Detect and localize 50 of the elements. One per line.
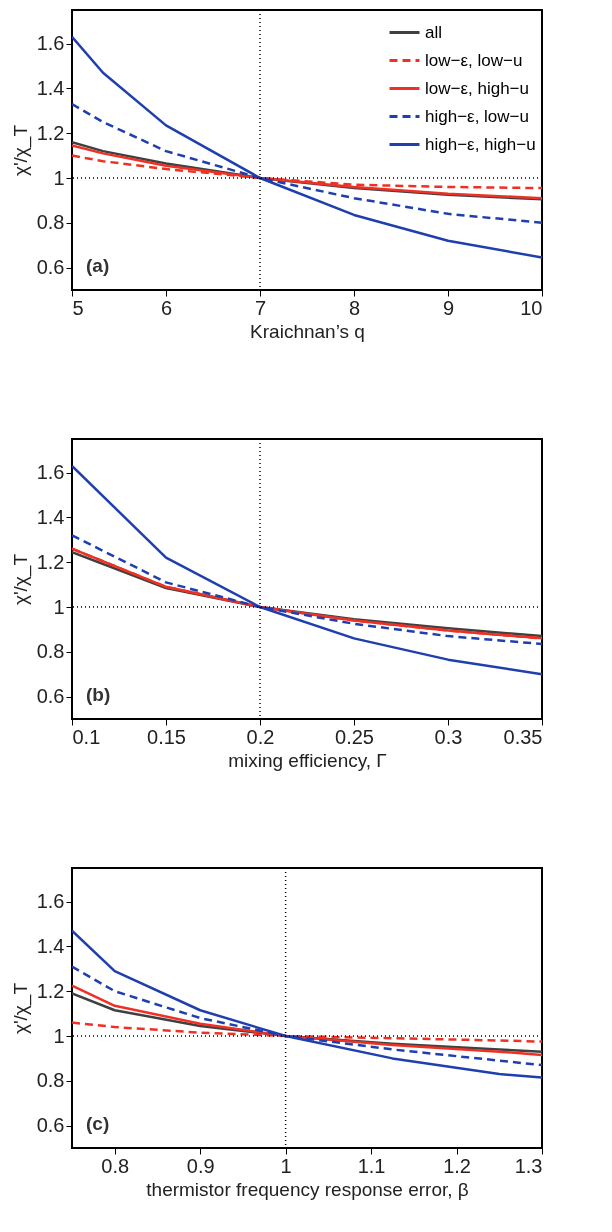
y-tick-label: 1.6 [36,890,65,913]
y-tick-label: 1.2 [36,550,65,573]
y-tick-label: 1.4 [36,505,65,528]
y-tick-label: 0.8 [36,1069,65,1092]
y-axis-title: χ'/χ_T [9,982,32,1035]
y-tick-label: 1.6 [36,461,65,484]
x-tick-label: 0.2 [246,725,275,748]
x-tick-label: 0.35 [503,725,543,748]
y-tick-label: 1.2 [36,979,65,1002]
y-tick-label: 0.6 [36,1114,65,1137]
x-axis-title: mixing efficiency, Γ [228,749,387,771]
x-tick-label: 0.8 [101,1154,130,1177]
x-tick-label: 8 [348,296,361,319]
y-tick-label: 1 [53,1024,65,1047]
x-tick-label: 0.25 [335,725,374,748]
y-tick-label: 0.6 [36,685,65,708]
x-tick-label: 0.1 [72,725,101,748]
x-tick-label: 0.15 [147,725,186,748]
x-tick-label: 1.1 [357,1154,386,1177]
x-tick-label: 1 [280,1154,292,1177]
x-tick-label: 10 [520,296,543,319]
legend-label: high−ε, low−u [425,106,529,126]
y-tick-label: 1 [53,166,65,189]
legend-label: all [425,22,443,42]
annotation: (a) [86,255,110,276]
y-tick-label: 0.8 [36,211,65,234]
x-tick-label: 9 [442,296,455,319]
y-tick-label: 1.6 [36,32,65,55]
y-axis-title: χ'/χ_T [9,553,32,606]
x-axis-title: Kraichnan’s q [250,320,365,342]
x-tick-label: 0.3 [434,725,463,748]
y-tick-label: 1 [53,595,65,618]
x-tick-label: 7 [254,296,267,319]
x-tick-label: 1.2 [443,1154,471,1177]
x-tick-label: 1.3 [514,1154,543,1177]
annotation: (c) [86,1113,110,1134]
y-tick-label: 0.6 [36,256,65,279]
y-tick-label: 1.4 [36,934,65,957]
y-tick-label: 0.8 [36,640,65,663]
legend-label: high−ε, high−u [425,134,536,154]
y-axis-title: χ'/χ_T [9,124,32,177]
legend-label: low−ε, high−u [425,78,529,98]
annotation: (b) [86,684,111,705]
x-tick-label: 0.9 [186,1154,215,1177]
legend-label: low−ε, low−u [425,50,523,70]
x-axis-title: thermistor frequency response error, β [146,1178,469,1200]
x-tick-label: 5 [72,296,84,319]
y-tick-label: 1.4 [36,76,65,99]
x-tick-label: 6 [160,296,173,319]
y-tick-label: 1.2 [36,121,65,144]
